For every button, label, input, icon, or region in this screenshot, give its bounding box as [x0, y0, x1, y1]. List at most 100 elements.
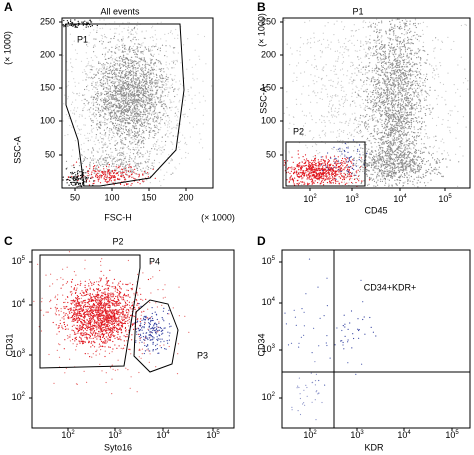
event-dot	[419, 22, 421, 25]
event-dot	[315, 66, 317, 68]
event-dot	[148, 70, 150, 72]
event-dot	[138, 129, 140, 131]
event-dot	[373, 54, 375, 56]
event-dot	[393, 99, 395, 101]
event-dot	[135, 101, 137, 103]
event-dot	[160, 81, 163, 83]
event-dot	[104, 185, 106, 187]
event-dot	[143, 98, 145, 100]
event-dot	[372, 111, 374, 113]
event-dot	[118, 123, 120, 126]
event-dot	[143, 94, 145, 96]
event-dot	[362, 159, 364, 161]
event-dot	[104, 64, 106, 66]
event-dot	[433, 50, 435, 52]
event-dot	[385, 137, 387, 139]
event-dot	[144, 75, 146, 77]
event-dot	[123, 75, 125, 77]
event-dot	[147, 89, 149, 91]
event-dot	[117, 133, 119, 135]
event-dot	[124, 75, 127, 77]
event-dot	[148, 98, 150, 100]
event-dot	[172, 51, 174, 53]
event-dot	[94, 45, 96, 47]
event-dot	[358, 178, 360, 180]
event-dot	[140, 124, 142, 126]
event-dot	[145, 172, 147, 174]
event-dot	[108, 101, 110, 104]
event-dot	[76, 176, 78, 178]
event-dot	[152, 36, 154, 38]
event-dot	[422, 46, 424, 48]
event-dot	[406, 105, 409, 107]
event-dot	[111, 129, 113, 131]
event-dot	[85, 179, 87, 181]
event-dot	[123, 116, 125, 118]
event-dot	[121, 152, 123, 154]
event-dot	[163, 68, 165, 70]
event-dot	[147, 99, 149, 101]
event-dot	[109, 93, 112, 95]
event-dot	[467, 88, 469, 90]
event-dot	[449, 132, 451, 134]
event-dot	[85, 166, 87, 168]
event-dot	[135, 56, 137, 58]
event-dot	[95, 82, 97, 84]
event-dot	[96, 124, 98, 126]
event-dot	[333, 159, 335, 161]
event-dot	[336, 50, 339, 52]
event-dot	[149, 117, 152, 119]
event-dot	[96, 177, 98, 179]
event-dot	[93, 166, 95, 168]
event-dot	[142, 64, 144, 66]
event-dot	[132, 115, 134, 117]
event-dot	[450, 48, 452, 51]
event-dot	[418, 83, 420, 85]
event-dot	[102, 109, 104, 111]
event-dot	[118, 164, 120, 166]
event-dot	[154, 177, 156, 179]
event-dot	[375, 40, 377, 43]
event-dot	[120, 153, 122, 156]
event-dot	[100, 73, 102, 75]
event-dot	[117, 89, 119, 91]
event-dot	[115, 166, 117, 168]
event-dot	[108, 171, 110, 173]
event-dot	[103, 88, 105, 90]
event-dot	[406, 134, 408, 137]
event-dot	[170, 173, 172, 175]
event-dot	[123, 92, 125, 94]
event-dot	[405, 91, 407, 93]
event-dot	[323, 119, 325, 122]
event-dot	[148, 166, 150, 168]
event-dot	[314, 92, 316, 94]
event-dot	[150, 61, 152, 63]
event-dot	[126, 88, 128, 90]
event-dot	[457, 64, 459, 66]
event-dot	[139, 46, 141, 48]
event-dot	[166, 126, 169, 128]
event-dot	[364, 105, 367, 107]
event-dot	[80, 144, 82, 146]
event-dot	[104, 174, 106, 176]
event-dot	[378, 21, 380, 24]
event-dot	[74, 19, 76, 21]
event-dot	[87, 177, 89, 179]
event-dot	[337, 159, 339, 161]
event-dot	[432, 72, 434, 74]
event-dot	[155, 59, 157, 61]
event-dot	[148, 50, 150, 52]
event-dot	[404, 29, 406, 31]
event-dot	[71, 71, 73, 73]
event-dot	[400, 81, 402, 83]
event-dot	[62, 120, 64, 122]
event-dot	[145, 129, 148, 131]
event-dot	[108, 136, 110, 138]
event-dot	[139, 104, 141, 106]
event-dot	[110, 70, 113, 72]
event-dot	[142, 60, 144, 62]
event-dot	[108, 103, 110, 105]
event-dot	[177, 52, 179, 54]
event-dot	[103, 33, 106, 36]
event-dot	[76, 52, 78, 55]
